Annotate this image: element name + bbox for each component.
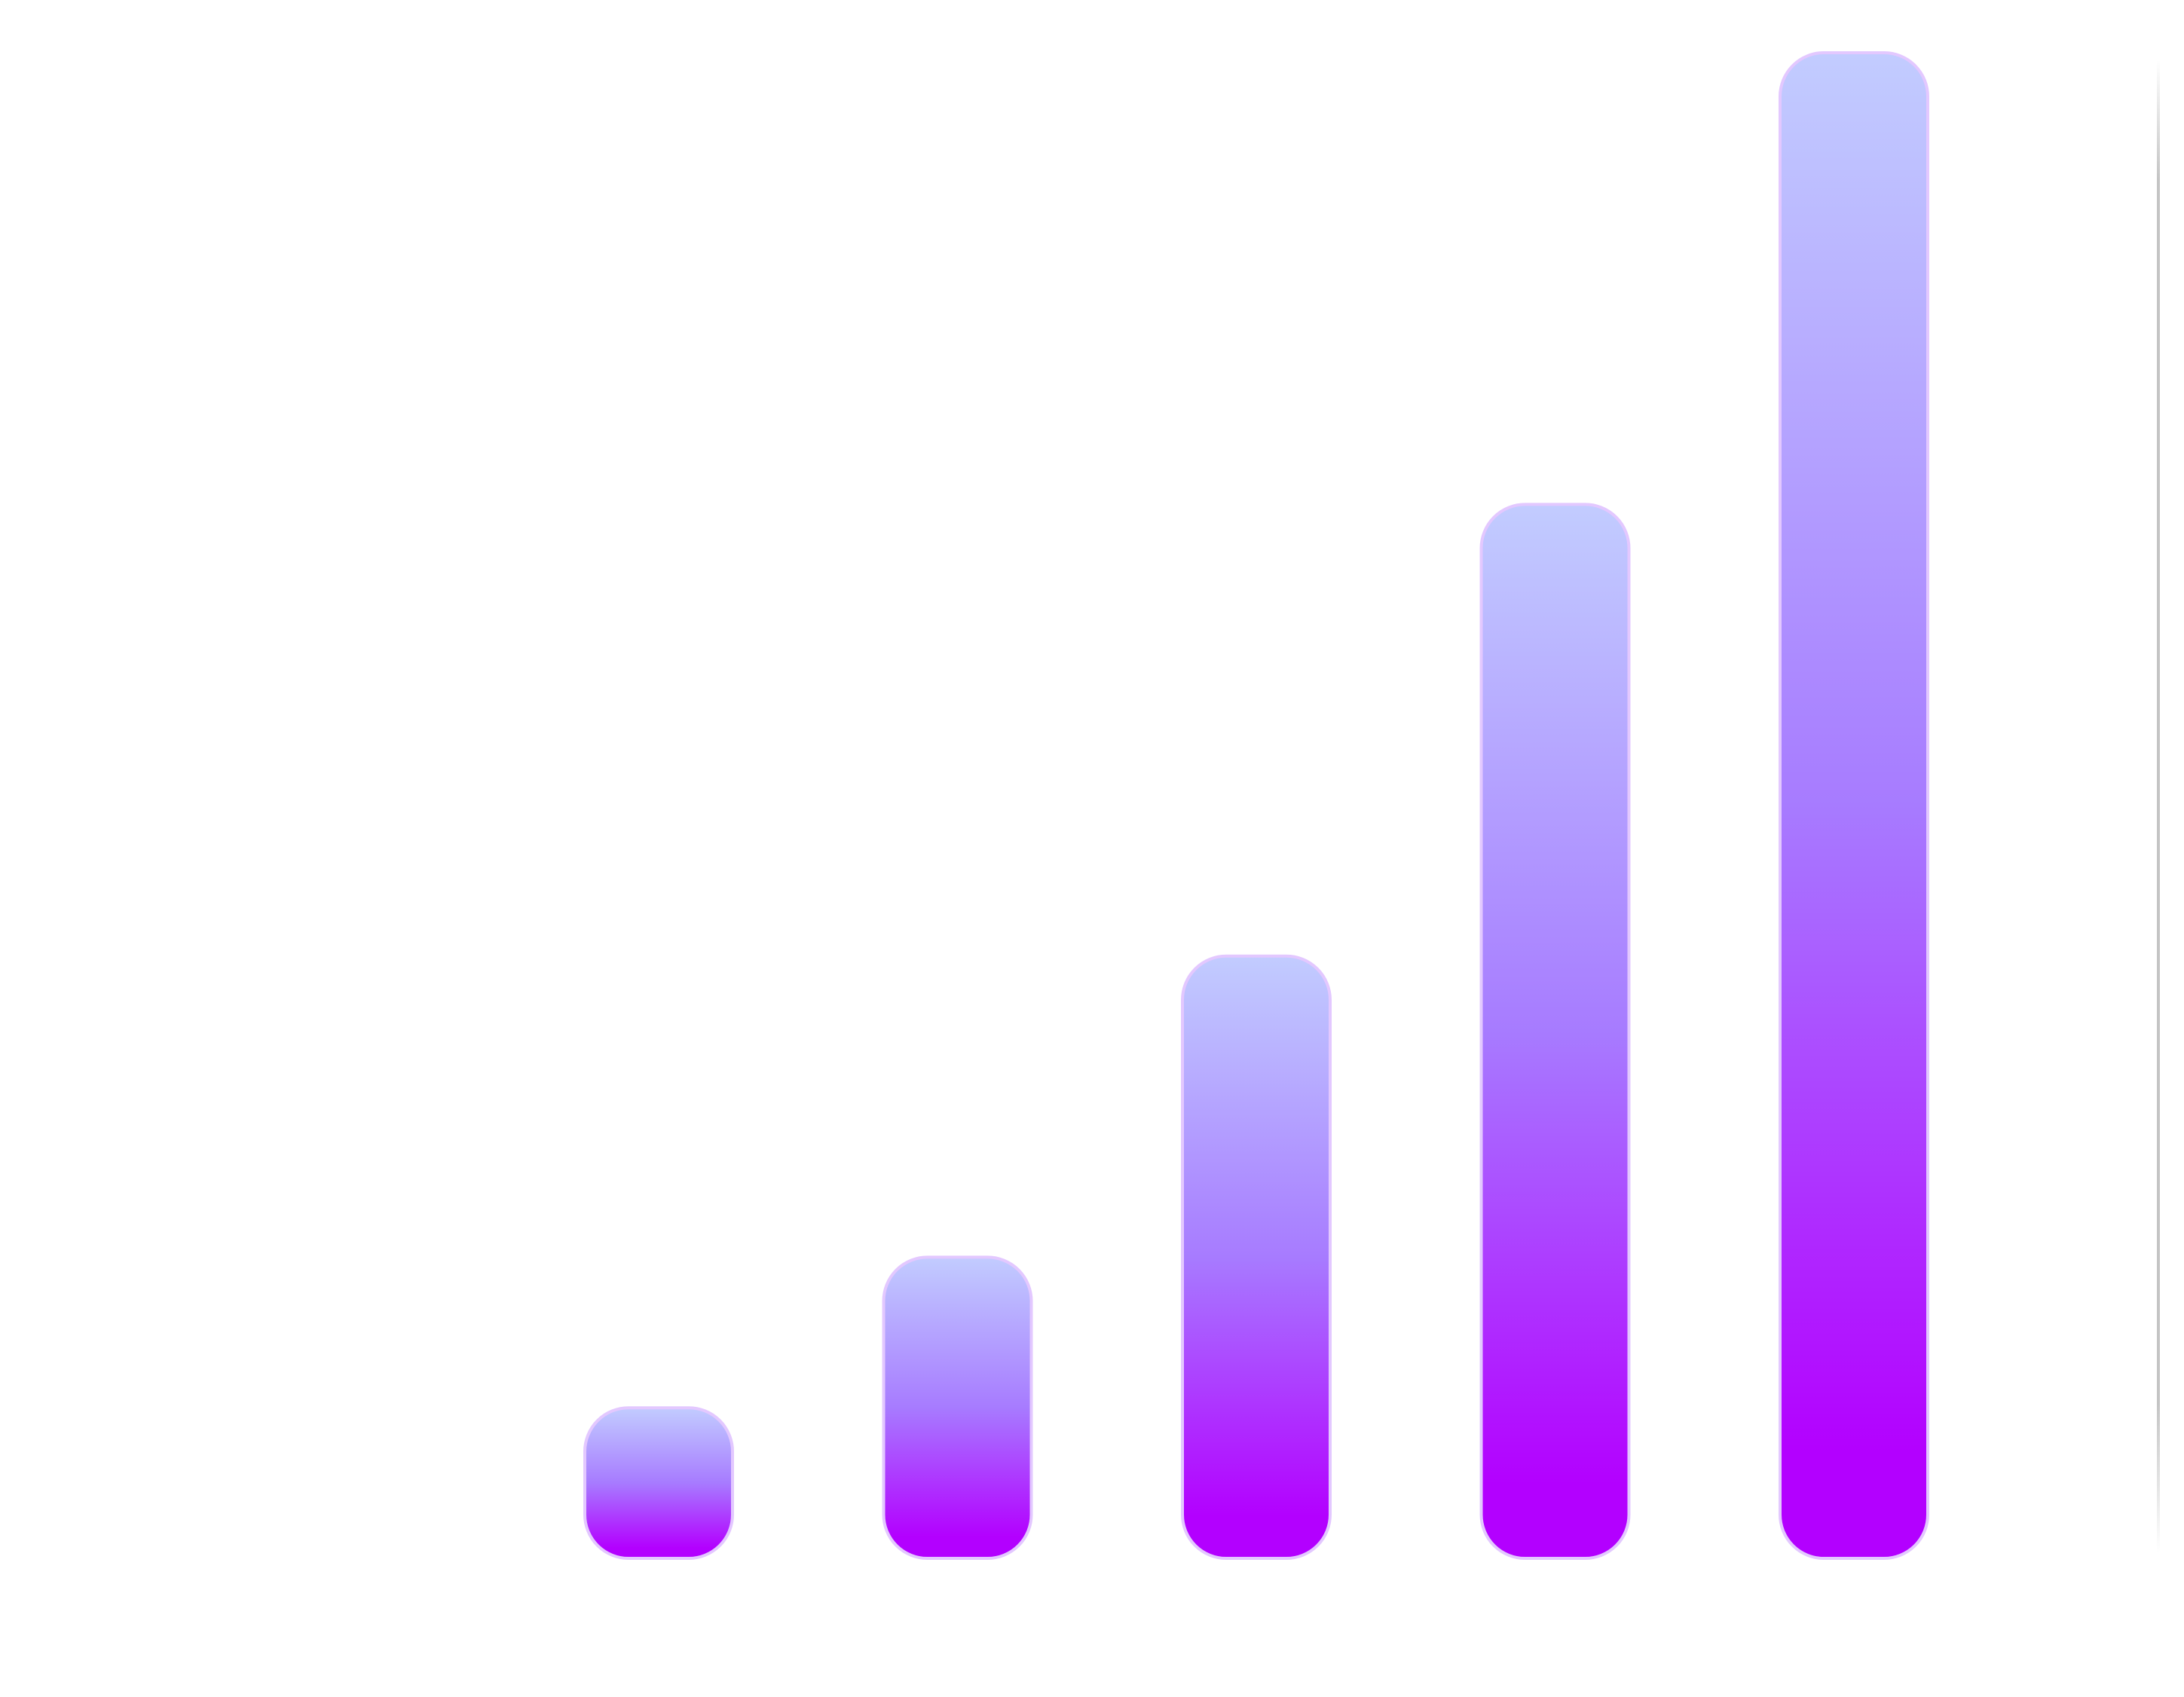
bar — [583, 1406, 734, 1560]
bar — [882, 1255, 1033, 1561]
bar-group — [583, 51, 1929, 1561]
right-edge-divider — [2157, 60, 2160, 1552]
bar — [1779, 51, 1929, 1560]
bar — [1479, 503, 1631, 1560]
bar — [1181, 954, 1332, 1561]
